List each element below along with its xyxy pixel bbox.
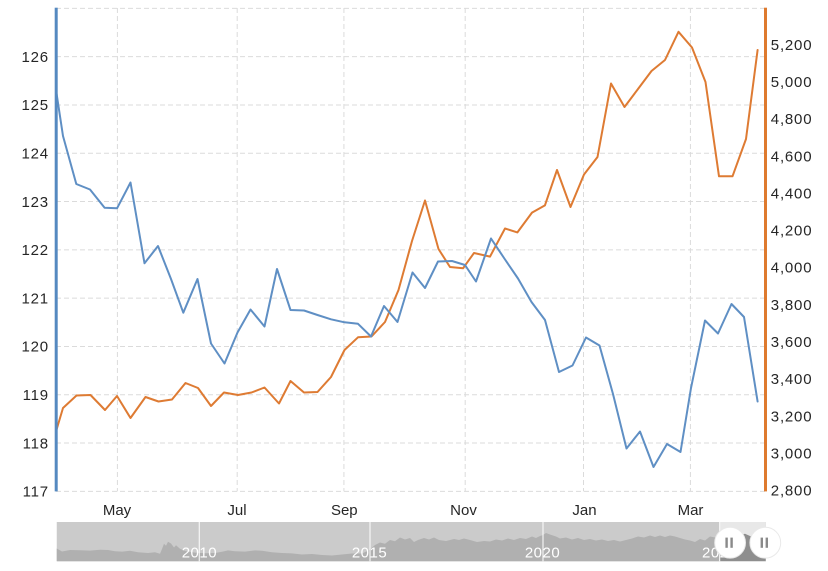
- svg-text:5,200: 5,200: [771, 37, 813, 54]
- svg-text:4,800: 4,800: [771, 111, 813, 128]
- svg-text:123: 123: [21, 194, 48, 211]
- svg-text:4,400: 4,400: [771, 185, 813, 202]
- svg-text:2020: 2020: [525, 545, 560, 562]
- svg-text:120: 120: [21, 339, 48, 356]
- svg-text:Sep: Sep: [331, 502, 358, 519]
- svg-text:4,200: 4,200: [771, 223, 813, 240]
- svg-text:125: 125: [21, 97, 48, 114]
- svg-text:2015: 2015: [352, 545, 387, 562]
- svg-text:Jul: Jul: [227, 502, 246, 519]
- svg-text:4,000: 4,000: [771, 260, 813, 277]
- svg-text:122: 122: [21, 242, 48, 259]
- svg-text:117: 117: [23, 484, 49, 501]
- svg-text:5,000: 5,000: [771, 74, 813, 91]
- svg-text:Nov: Nov: [450, 502, 477, 519]
- svg-text:4,600: 4,600: [771, 148, 813, 165]
- svg-text:2010: 2010: [182, 545, 217, 562]
- svg-text:118: 118: [23, 435, 49, 452]
- svg-text:Mar: Mar: [678, 502, 704, 519]
- svg-text:126: 126: [21, 49, 48, 66]
- svg-text:May: May: [103, 502, 132, 519]
- svg-text:3,600: 3,600: [771, 334, 813, 351]
- svg-text:121: 121: [21, 290, 48, 307]
- svg-text:119: 119: [23, 387, 49, 404]
- svg-text:3,800: 3,800: [771, 297, 813, 314]
- svg-text:2,800: 2,800: [771, 483, 813, 500]
- svg-text:3,000: 3,000: [771, 446, 813, 463]
- svg-text:Jan: Jan: [572, 502, 596, 519]
- svg-text:3,200: 3,200: [771, 408, 813, 425]
- svg-text:124: 124: [21, 146, 48, 163]
- svg-text:3,400: 3,400: [771, 371, 813, 388]
